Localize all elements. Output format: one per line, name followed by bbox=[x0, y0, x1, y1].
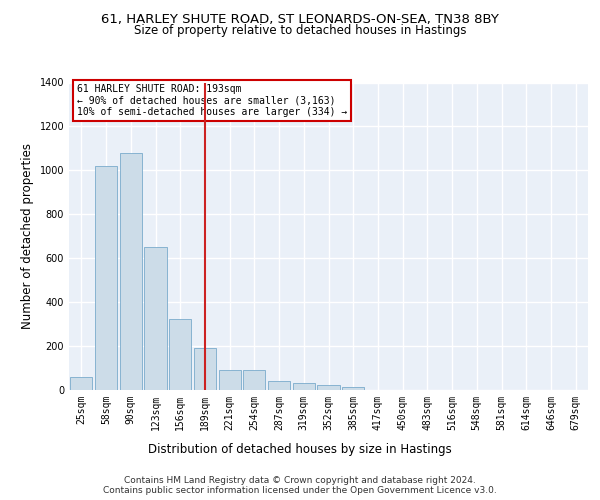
Bar bbox=[293, 384, 315, 390]
Bar bbox=[268, 381, 290, 390]
Text: Distribution of detached houses by size in Hastings: Distribution of detached houses by size … bbox=[148, 442, 452, 456]
Bar bbox=[95, 166, 117, 390]
Bar bbox=[342, 386, 364, 390]
Bar bbox=[218, 370, 241, 390]
Bar bbox=[119, 153, 142, 390]
Text: 61, HARLEY SHUTE ROAD, ST LEONARDS-ON-SEA, TN38 8BY: 61, HARLEY SHUTE ROAD, ST LEONARDS-ON-SE… bbox=[101, 12, 499, 26]
Text: Contains HM Land Registry data © Crown copyright and database right 2024.
Contai: Contains HM Land Registry data © Crown c… bbox=[103, 476, 497, 495]
Bar bbox=[194, 348, 216, 390]
Bar bbox=[243, 370, 265, 390]
Bar bbox=[317, 384, 340, 390]
Bar bbox=[70, 377, 92, 390]
Bar bbox=[145, 247, 167, 390]
Text: 61 HARLEY SHUTE ROAD: 193sqm
← 90% of detached houses are smaller (3,163)
10% of: 61 HARLEY SHUTE ROAD: 193sqm ← 90% of de… bbox=[77, 84, 347, 117]
Text: Size of property relative to detached houses in Hastings: Size of property relative to detached ho… bbox=[134, 24, 466, 37]
Bar bbox=[169, 318, 191, 390]
Y-axis label: Number of detached properties: Number of detached properties bbox=[21, 143, 34, 329]
